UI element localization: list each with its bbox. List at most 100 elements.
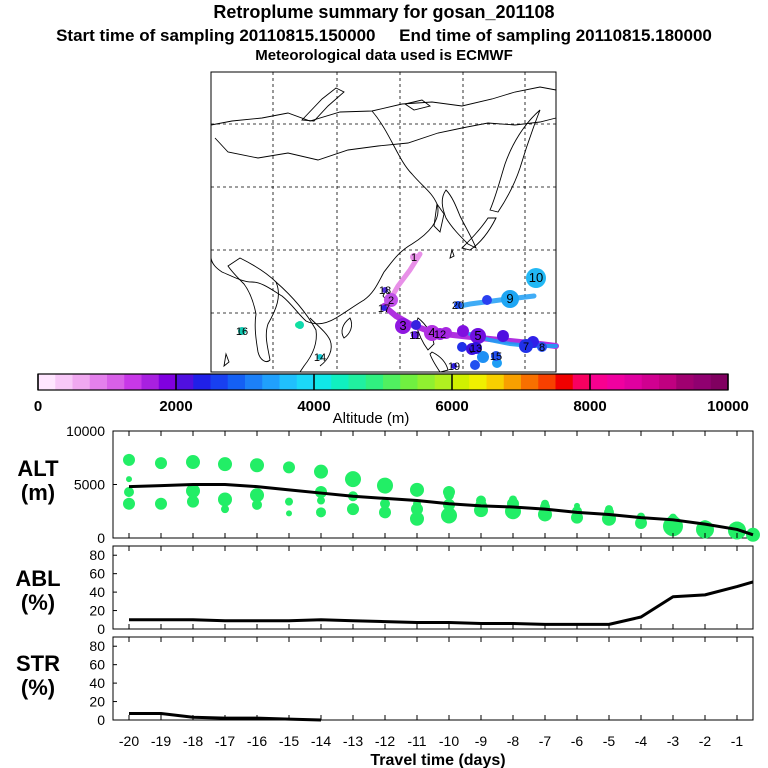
y-tick-label: 20 (89, 603, 105, 619)
x-tick-label: -16 (247, 733, 267, 749)
alt-cluster-dot (380, 498, 390, 509)
y-tick-label: 40 (89, 584, 105, 600)
plume-centroid (470, 342, 482, 354)
plume-centroid (501, 290, 519, 308)
colorbar-cell (400, 374, 418, 390)
plume-dot (497, 330, 509, 342)
alt-cluster-dot (509, 495, 517, 504)
colorbar-cell (296, 374, 315, 390)
plume-centroid (519, 339, 533, 353)
colorbar-cells (38, 374, 729, 390)
colorbar-cell (141, 374, 160, 390)
x-tick-label: -4 (635, 733, 648, 749)
y-tick-label: 0 (97, 621, 105, 637)
alt-cluster-dot (221, 505, 229, 514)
colorbar-cell (417, 374, 436, 390)
colorbar-cell (210, 374, 229, 390)
alt-mean-line (128, 483, 754, 537)
x-tick-label: -15 (279, 733, 299, 749)
plume-centroid (395, 318, 411, 334)
plume-dot (477, 351, 489, 363)
plume-day-label: 2 (388, 295, 394, 307)
colorbar-cell (452, 374, 470, 390)
alt-cluster-dot (218, 457, 232, 472)
plume-centroid (454, 301, 462, 309)
alt-cluster-dot (186, 455, 200, 470)
y-tick-label: 0 (97, 530, 105, 546)
plume-dot (457, 342, 467, 352)
y-tick-label: 40 (89, 675, 105, 691)
plume-day-label: 17 (378, 303, 390, 315)
colorbar-cell (521, 374, 539, 390)
retroplume-map: 1234567891011121314151617181920 (210, 71, 559, 373)
plume-day-label: 8 (539, 342, 545, 354)
str-label: STR (16, 651, 60, 676)
plume-day-label: 5 (474, 328, 481, 343)
colorbar-cell (641, 374, 660, 390)
y-tick-label: 60 (89, 657, 105, 673)
plume-dot (470, 360, 480, 370)
colorbar-cell (555, 374, 574, 390)
str-y-ticks: 0 20 40 60 80 (89, 638, 117, 728)
plume-day-label: 12 (434, 329, 446, 341)
alt-cluster-dot (347, 503, 359, 516)
colorbar-cell (89, 374, 108, 390)
alt-cluster-dot (187, 495, 199, 508)
alt-cluster-dot (314, 464, 328, 479)
y-tick-label: 20 (89, 694, 105, 710)
abl-frame (112, 545, 754, 630)
abl-line (129, 580, 754, 626)
colorbar-cell (572, 374, 591, 390)
colorbar-cell (348, 374, 367, 390)
x-tick-label: -7 (539, 733, 552, 749)
str-panel: STR (%) 0 20 40 60 80 (16, 636, 754, 728)
alt-cluster-dot (286, 510, 292, 517)
colorbar-cell (314, 374, 332, 390)
colorbar-cell (176, 374, 194, 390)
x-tick-label: -9 (475, 733, 488, 749)
x-tick-label: -18 (183, 733, 203, 749)
plume-day-label: 1 (411, 252, 417, 264)
str-frame (112, 636, 754, 721)
plume-centroid (411, 331, 419, 339)
y-tick-label: 10000 (66, 423, 105, 439)
alt-cluster-dot (155, 457, 167, 470)
plume-centroid (317, 354, 323, 360)
x-tick-label: -8 (507, 733, 520, 749)
altitude-colorbar: 0 2000 4000 6000 8000 10000 Altitude (m) (34, 373, 749, 427)
alt-panel: ALT (m) 0 5000 10000 (17, 423, 760, 546)
colorbar-cell (624, 374, 643, 390)
colorbar-title: Altitude (m) (333, 410, 410, 427)
colorbar-cell (365, 374, 384, 390)
colorbar-tick-label: 0 (34, 398, 42, 415)
plume-day-label: 20 (452, 300, 464, 312)
colorbar-cell (469, 374, 487, 390)
colorbar-cell (55, 374, 73, 390)
plume-centroid (381, 305, 387, 311)
colorbar-cell (107, 374, 125, 390)
alt-cluster-dot (379, 506, 391, 519)
abl-panel: ABL (%) 0 20 40 60 80 (15, 545, 754, 637)
chart-title: Retroplume summary for gosan_201108 (213, 2, 555, 22)
y-tick-label: 60 (89, 566, 105, 582)
colorbar-cell (503, 374, 522, 390)
alt-unit: (m) (21, 480, 55, 505)
alt-cluster-dot (605, 505, 613, 514)
colorbar-tick-label: 8000 (573, 398, 606, 415)
alt-cluster-dot (126, 476, 132, 483)
colorbar-cell (383, 374, 401, 390)
alt-cluster-dot (635, 517, 647, 530)
colorbar-cell (590, 374, 608, 390)
x-tick-label: -2 (699, 733, 712, 749)
colorbar-cell (693, 374, 712, 390)
alt-cluster-dot (410, 511, 424, 526)
abl-y-ticks: 0 20 40 60 80 (89, 547, 117, 637)
alt-cluster-dot (250, 488, 264, 503)
alt-cluster-dot (317, 496, 325, 505)
x-tick-label: -14 (311, 733, 331, 749)
alt-y-ticks: 0 5000 10000 (66, 423, 117, 546)
plume-centroid (470, 328, 486, 344)
plume-centroid (410, 253, 418, 261)
alt-cluster-dot (410, 482, 424, 497)
